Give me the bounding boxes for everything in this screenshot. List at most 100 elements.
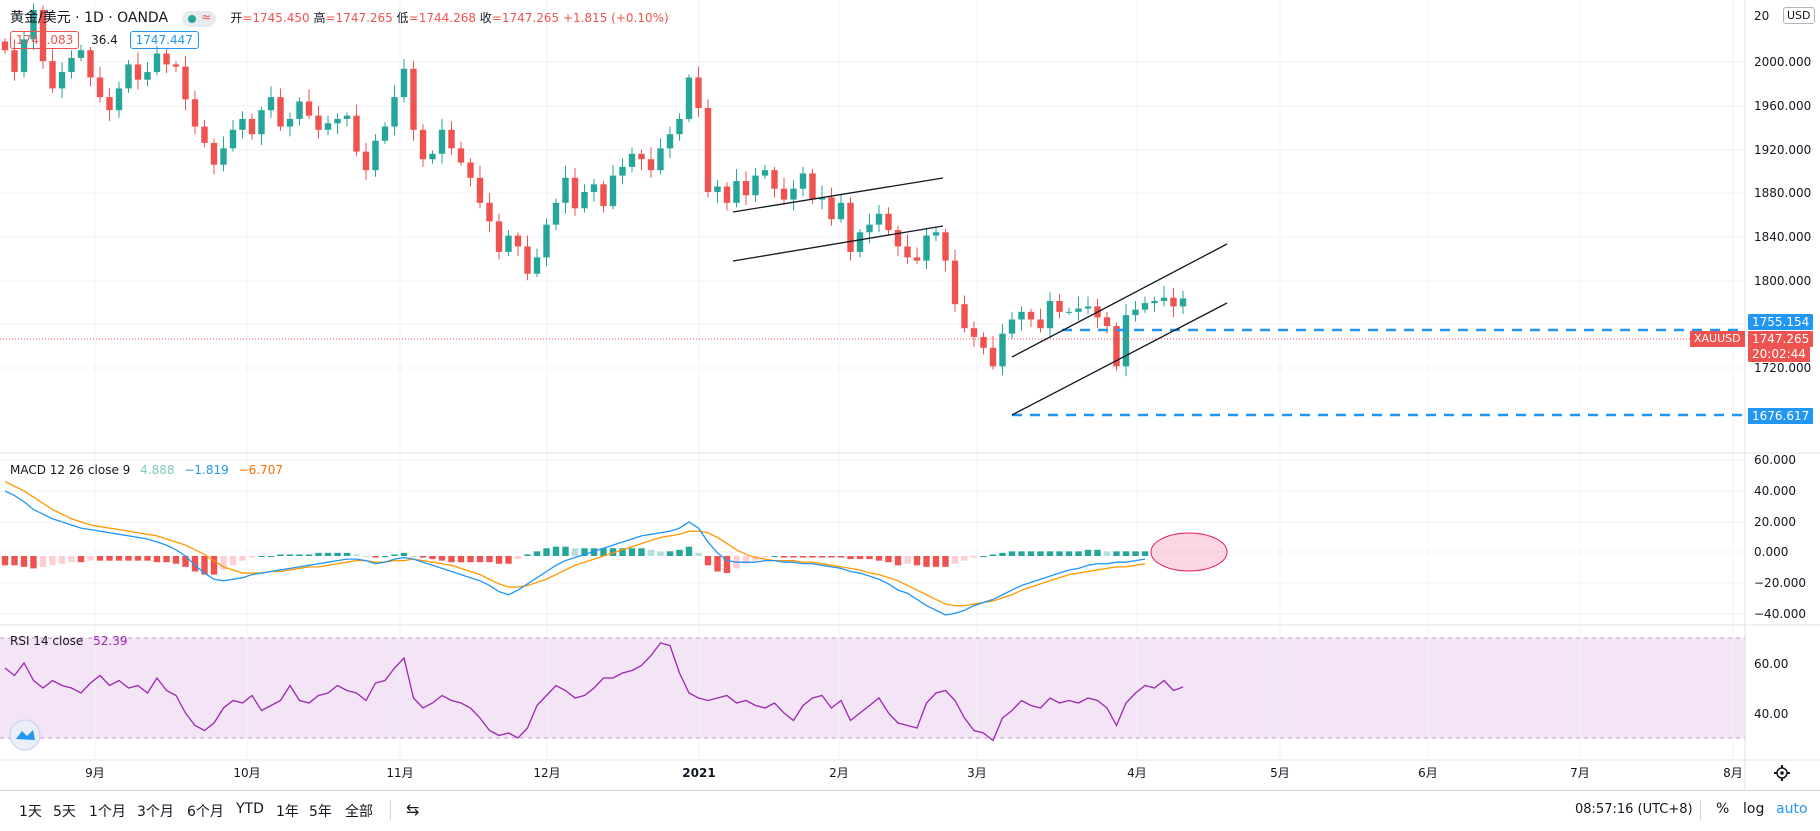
symbol-title[interactable]: 黄金/美元 · 1D · OANDA [10, 10, 169, 26]
candle-body [210, 142, 218, 165]
macd-label[interactable]: MACD 12 26 close 9 [10, 463, 131, 477]
candle-body [49, 61, 56, 89]
macd-hist-bar [334, 552, 341, 556]
macd-hist-bar [695, 552, 702, 556]
candle-body [134, 64, 142, 80]
macd-hist-bar [210, 556, 218, 575]
clock-label[interactable]: 08:57:16 (UTC+8) [1575, 802, 1693, 817]
ask-box[interactable]: 1747.447 [129, 31, 199, 49]
date-range-icon[interactable]: ⇆ [406, 800, 420, 819]
trendline-channel-2-lower[interactable] [1011, 302, 1228, 416]
macd-histogram [1, 546, 1149, 575]
candle-body [666, 134, 674, 149]
timeframe-ytd[interactable]: YTD [236, 801, 264, 817]
timeframe-1y[interactable]: 1年 [276, 804, 299, 820]
open-label: 开 [230, 11, 243, 25]
candle-body [248, 118, 256, 135]
price-tick: 1880.000 [1754, 186, 1811, 200]
trendline-channel-2-upper[interactable] [1011, 243, 1228, 358]
candle-body [885, 213, 892, 231]
macd-hist-bar [429, 556, 436, 560]
timeframe-1m[interactable]: 1个月 [89, 804, 126, 820]
candle-body [552, 202, 560, 225]
candle-body [315, 115, 322, 130]
macd-hist-bar [182, 556, 189, 567]
macd-highlight-ellipse[interactable] [1150, 532, 1228, 572]
timeframe-1d[interactable]: 1天 [19, 804, 42, 820]
bid-box[interactable]: 1747.083 [10, 31, 80, 49]
last-price-tag: 1747.265 [1748, 331, 1814, 347]
trendline-channel-1-upper[interactable] [732, 177, 944, 213]
candle-body [362, 151, 370, 171]
timeframe-5y[interactable]: 5年 [309, 804, 332, 820]
tradingview-logo-icon[interactable] [9, 719, 41, 751]
candle-body [1170, 297, 1177, 307]
candle-body [543, 224, 550, 258]
macd-hist-bar [866, 556, 873, 560]
candle-body [609, 175, 617, 207]
rsi-line [4, 642, 1184, 742]
macd-hist-bar [220, 556, 227, 570]
candle-body [267, 97, 275, 111]
candle-body [39, 9, 47, 62]
macd-hist-bar [144, 556, 151, 561]
macd-hist-bar [96, 556, 104, 561]
macd-hist-bar [790, 556, 797, 558]
candle-body [153, 53, 161, 73]
macd-hist-bar [714, 556, 721, 572]
macd-tick: −40.000 [1754, 607, 1806, 621]
candle-body [533, 257, 541, 274]
macd-hist-bar [106, 556, 113, 561]
currency-badge[interactable]: USD [1783, 7, 1815, 24]
macd-hist-bar [856, 556, 864, 560]
gear-icon[interactable] [1774, 765, 1790, 781]
candle-body [410, 68, 417, 130]
candle-body [144, 72, 151, 80]
low-value: =1744.268 [408, 11, 476, 25]
macd-hist-bar [20, 556, 28, 567]
price-scale[interactable]: 20 2000.000 1960.000 1920.000 1880.000 1… [1754, 9, 1811, 375]
macd-hist-bar [68, 556, 75, 563]
price-tick: 1720.000 [1754, 361, 1811, 375]
rsi-tick: 60.00 [1754, 657, 1788, 671]
candle-body [68, 57, 75, 73]
timeframe-3m[interactable]: 3个月 [137, 804, 174, 820]
candle-body [229, 129, 237, 149]
countdown-tag: 20:02:44 [1748, 346, 1810, 362]
macd-hist-bar [989, 554, 997, 556]
candle-body [96, 77, 104, 98]
macd-hist-bar [780, 556, 788, 558]
percent-scale-button[interactable]: % [1716, 801, 1730, 817]
time-axis[interactable]: 9月 10月 11月 12月 2021 2月 3月 4月 5月 6月 7月 8月 [85, 766, 1743, 780]
macd-hist-bar [533, 551, 541, 556]
macd-hist-bar [771, 556, 778, 557]
macd-hist-bar [286, 554, 294, 556]
candle-body [904, 246, 911, 258]
candle-body [828, 197, 835, 220]
macd-hist-bar [172, 556, 180, 564]
macd-scale[interactable]: 60.000 40.000 20.000 0.000 −20.000 −40.0… [1754, 453, 1806, 621]
auto-scale-button[interactable]: auto [1776, 801, 1808, 817]
candle-body [125, 64, 132, 89]
chart-svg[interactable]: 20 2000.000 1960.000 1920.000 1880.000 1… [0, 0, 1820, 790]
macd-hist-bar [153, 556, 161, 563]
macd-tick: 0.000 [1754, 545, 1788, 559]
macd-hist-bar [410, 556, 417, 557]
macd-hist-bar [49, 556, 56, 566]
rsi-label[interactable]: RSI 14 close [10, 634, 84, 648]
timeframe-6m[interactable]: 6个月 [187, 804, 224, 820]
candle-body [372, 140, 379, 171]
macd-hist-bar [647, 549, 655, 556]
candle-body [258, 110, 265, 135]
macd-hist-bar [609, 548, 617, 556]
timeframe-all[interactable]: 全部 [345, 804, 373, 820]
timeframe-5d[interactable]: 5天 [53, 804, 76, 820]
log-scale-button[interactable]: log [1743, 801, 1765, 817]
candle-body [448, 129, 455, 149]
candle-body [970, 328, 978, 337]
candle-body [30, 9, 37, 40]
candle-body [1179, 298, 1187, 307]
rsi-scale[interactable]: 60.00 40.00 [1754, 657, 1788, 721]
trendline-channel-1-lower[interactable] [732, 225, 944, 262]
